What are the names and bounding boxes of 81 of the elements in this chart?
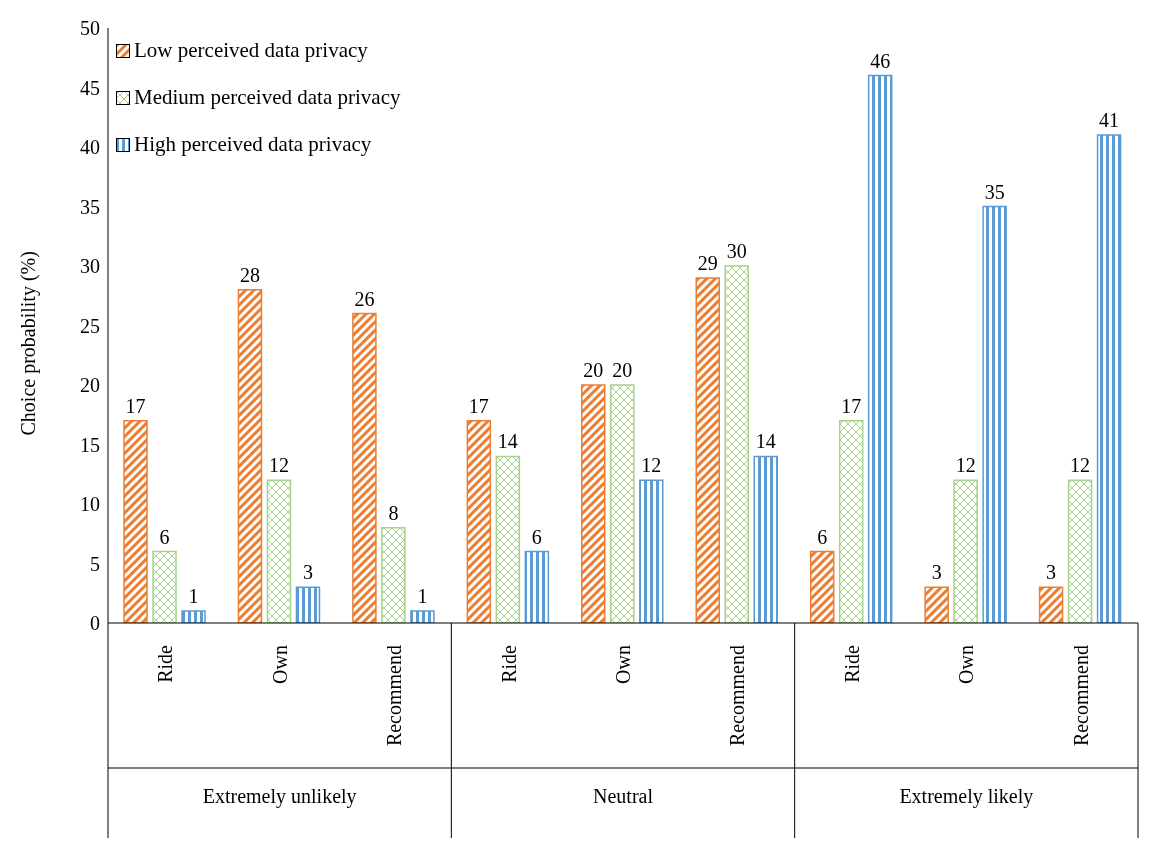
data-label: 28 [239,263,260,286]
data-label: 17 [125,394,146,417]
bar [809,550,835,623]
text: Extremely unlikely [202,785,357,808]
bar [524,550,550,623]
data-label: 8 [388,501,399,524]
bar [495,455,521,623]
data-label: 3 [302,561,313,584]
y-tick-label: 10 [80,493,100,516]
bar [1038,586,1064,623]
bar [610,384,635,623]
bar [1067,479,1093,623]
data-label: 14 [497,430,518,453]
bar [581,384,606,623]
data-label: 20 [583,359,604,381]
bar [295,586,321,623]
y-tick-label: 25 [80,314,100,337]
bar [1096,134,1122,623]
data-label: 12 [268,454,289,477]
bar [266,479,292,623]
bar [695,277,720,623]
data-label: 12 [955,454,976,477]
y-tick-label: 40 [80,136,100,159]
data-label: 6 [159,525,170,548]
data-label: 12 [1070,454,1091,477]
y-tick-label: 0 [90,612,100,635]
bar [352,312,377,623]
x-tick-label: Recommend [383,645,406,747]
data-label: 41 [1099,109,1120,132]
bar [123,419,148,623]
x-tick-label: Own [268,645,291,684]
bar [838,419,864,623]
data-label: 6 [817,525,828,548]
bar [381,527,406,623]
data-label: 17 [841,394,862,417]
data-label: 46 [870,49,891,72]
bar [410,610,435,623]
data-label: 6 [531,525,542,548]
data-label: 17 [468,394,489,417]
y-tick-label: 35 [80,195,100,218]
bar [152,550,177,623]
bar [953,479,978,623]
y-axis-title: Choice probability (%) [17,251,41,436]
bar [924,586,949,623]
y-tick-label: 30 [80,255,100,278]
bar [982,205,1007,623]
y-tick-label: 50 [80,17,100,40]
x-tick-label: Recommend [726,645,749,747]
data-label: 1 [417,585,428,608]
data-label: 20 [612,359,633,381]
text: Neutral [593,785,654,807]
data-label: 12 [641,454,662,477]
y-tick-label: 20 [80,374,100,397]
x-tick-label: Ride [497,644,520,683]
bar [639,479,664,623]
data-label: 3 [1046,561,1057,584]
y-tick-label: 15 [80,433,100,456]
x-tick-label: Ride [154,644,177,683]
bar [753,455,778,623]
bar [867,74,893,623]
y-tick-label: 5 [90,552,100,575]
data-label: 29 [697,251,718,274]
data-label: 14 [755,430,776,453]
data-label: 3 [931,561,942,584]
legend-label: Low perceived data privacy [134,38,368,63]
x-tick-label: Own [612,645,634,684]
x-tick-label: Ride [840,644,863,683]
data-label: 1 [188,585,199,608]
y-tick-label: 45 [80,76,100,99]
legend-label: High perceived data privacy [134,132,372,157]
data-label: 26 [354,287,375,310]
data-label: 35 [984,180,1005,203]
bar [237,289,263,623]
bar [181,610,206,623]
bar [724,265,749,623]
bar [466,419,492,623]
legend-label: Medium perceived data privacy [134,85,401,110]
x-tick-label: Recommend [1069,645,1092,747]
x-tick-label: Own [955,645,978,684]
data-label: 30 [726,240,747,262]
text: Extremely likely [899,785,1034,808]
